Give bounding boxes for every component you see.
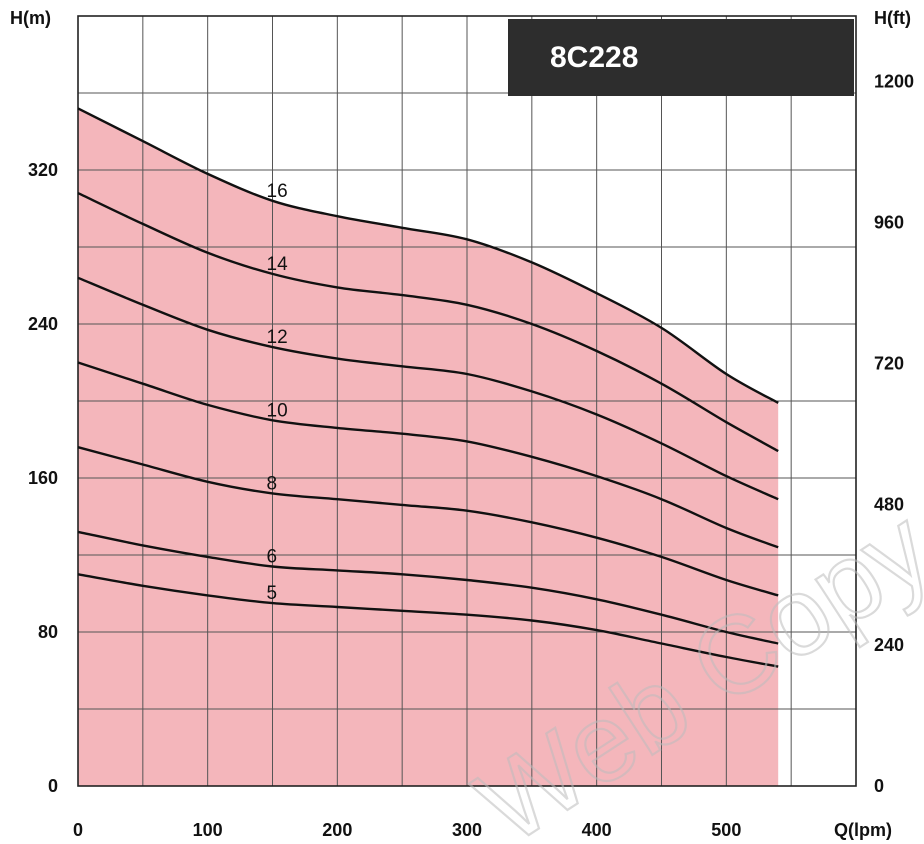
curve-labels: 16 14 12 10 8 6 5 (267, 181, 289, 604)
y2-tick-label: 0 (874, 776, 884, 796)
x-tick-label: 300 (452, 820, 482, 840)
y-tick-label: 320 (28, 160, 58, 180)
curve-6 (77, 530, 779, 645)
plot-border (77, 15, 857, 787)
y-tick-label: 80 (38, 622, 58, 642)
x-tick-labels: 0 100 200 300 400 500 (73, 820, 741, 840)
curve-14 (77, 192, 779, 453)
model-badge: 8C228 (508, 19, 854, 96)
curve-label-14: 14 (267, 254, 289, 275)
y-tick-label: 240 (28, 314, 58, 334)
curve-label-6: 6 (267, 547, 278, 568)
y-tick-label: 160 (28, 468, 58, 488)
x-tick-label: 100 (193, 820, 223, 840)
y2-axis-title: H(ft) (874, 8, 911, 28)
x-tick-label: 0 (73, 820, 83, 840)
plot-frame (77, 15, 857, 787)
y2-tick-label: 960 (874, 213, 904, 233)
curves (77, 107, 779, 668)
operating-area-fill (78, 108, 779, 786)
y2-tick-label: 480 (874, 494, 904, 514)
curve-10 (77, 361, 779, 549)
curve-label-8: 8 (267, 473, 278, 494)
y2-tick-label: 240 (874, 635, 904, 655)
curve-label-12: 12 (267, 327, 288, 348)
x-tick-label: 400 (582, 820, 612, 840)
curve-label-10: 10 (267, 400, 288, 421)
curve-12 (77, 276, 779, 501)
model-badge-title: 8C228 (550, 41, 638, 74)
y-tick-label: 0 (48, 776, 58, 796)
curve-label-16: 16 (267, 181, 288, 202)
curve-16 (77, 107, 779, 404)
model-badge-background (508, 19, 854, 96)
y2-tick-label: 720 (874, 353, 904, 373)
curve-label-5: 5 (267, 583, 278, 604)
x-axis-title: Q(lpm) (834, 820, 892, 840)
curve-8 (77, 446, 779, 597)
y2-tick-label: 1200 (874, 72, 914, 92)
y-axis-title: H(m) (10, 8, 51, 28)
y-tick-labels: 0 80 160 240 320 (28, 160, 58, 796)
operating-area (78, 108, 779, 786)
x-tick-label: 500 (711, 820, 741, 840)
x-tick-label: 200 (322, 820, 352, 840)
y2-tick-labels: 0 240 480 720 960 1200 (874, 72, 914, 796)
curve-5 (77, 573, 779, 668)
